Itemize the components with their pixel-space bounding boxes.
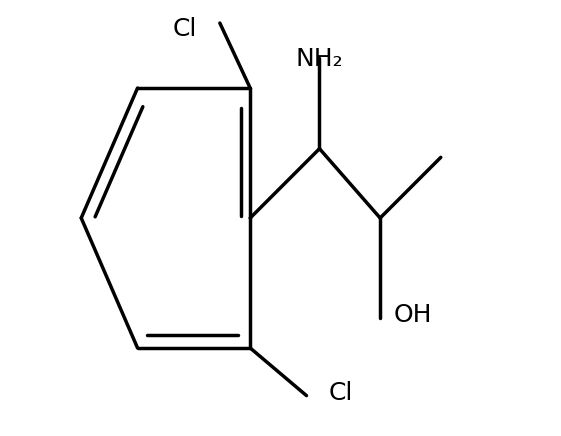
Text: Cl: Cl — [328, 381, 352, 405]
Text: NH₂: NH₂ — [296, 47, 343, 71]
Text: OH: OH — [393, 303, 431, 327]
Text: Cl: Cl — [173, 17, 197, 41]
